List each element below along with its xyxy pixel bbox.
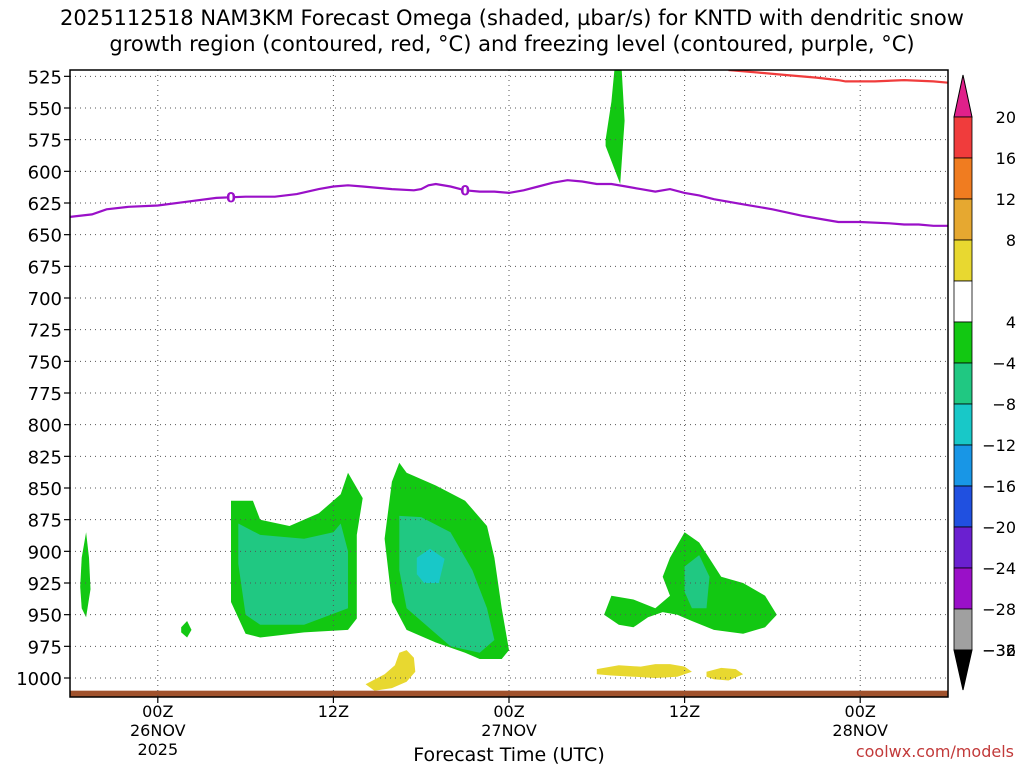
colorbar-label: 8 bbox=[1006, 231, 1016, 250]
y-tick-label: 525 bbox=[28, 67, 62, 88]
grid-layer bbox=[70, 70, 948, 697]
ground-surface bbox=[70, 690, 948, 697]
x-tick-label: 2025 bbox=[137, 740, 178, 759]
colorbar-label: −32 bbox=[982, 641, 1016, 660]
colorbar-label: 4 bbox=[1006, 313, 1016, 332]
colorbar-band bbox=[953, 239, 973, 282]
y-tick-label: 650 bbox=[28, 226, 62, 247]
colorbar-band bbox=[953, 526, 973, 569]
y-tick-label: 800 bbox=[28, 416, 62, 437]
omega-region-6 bbox=[684, 555, 710, 609]
y-tick-label: 950 bbox=[28, 606, 62, 627]
omega-region-1 bbox=[238, 523, 348, 625]
colorbar-band bbox=[953, 116, 973, 159]
y-tick-label: 775 bbox=[28, 384, 62, 405]
y-tick-label: 700 bbox=[28, 289, 62, 310]
omega-region-12 bbox=[706, 667, 744, 681]
colorbar-label: 12 bbox=[996, 190, 1016, 209]
colorbar-label: −28 bbox=[982, 600, 1016, 619]
plot-frame bbox=[69, 69, 949, 698]
omega-region-10 bbox=[365, 650, 416, 691]
y-tick-label: 725 bbox=[28, 321, 62, 342]
colorbar-label: 16 bbox=[996, 149, 1016, 168]
colorbar-top-arrow bbox=[953, 74, 973, 118]
colorbar-band bbox=[953, 280, 973, 323]
y-tick-label: 600 bbox=[28, 162, 62, 183]
x-tick-label: 28NOV bbox=[832, 721, 888, 740]
colorbar-band bbox=[953, 485, 973, 528]
colorbar-label: 20 bbox=[996, 108, 1016, 127]
colorbar-label: −36 bbox=[982, 641, 1016, 660]
x-tick-label: 12Z bbox=[669, 702, 700, 721]
omega-region-7 bbox=[605, 70, 625, 184]
freezing-level-label: 0 bbox=[460, 183, 470, 199]
colorbar-band bbox=[953, 403, 973, 446]
y-tick-label: 575 bbox=[28, 131, 62, 152]
omega-region-3 bbox=[399, 515, 495, 653]
omega-region-9 bbox=[181, 621, 192, 638]
x-tick-label: 00Z bbox=[493, 702, 524, 721]
y-tick-label: 975 bbox=[28, 637, 62, 658]
y-tick-label: 1000 bbox=[16, 669, 62, 690]
colorbar-band bbox=[953, 362, 973, 405]
colorbar-band bbox=[953, 157, 973, 200]
chart-title-line-1: 2025112518 NAM3KM Forecast Omega (shaded… bbox=[60, 6, 964, 30]
x-axis-label: Forecast Time (UTC) bbox=[413, 744, 605, 766]
colorbar-label: −16 bbox=[982, 477, 1016, 496]
x-tick-label: 00Z bbox=[845, 702, 876, 721]
x-tick-label: 00Z bbox=[142, 702, 173, 721]
omega-region-8 bbox=[80, 532, 91, 618]
colorbar-label: −20 bbox=[982, 518, 1016, 537]
x-tick-label: 26NOV bbox=[130, 721, 186, 740]
y-tick-label: 625 bbox=[28, 194, 62, 215]
y-tick-label: 825 bbox=[28, 447, 62, 468]
colorbar: 20 16 12 8 4 −4 −8 −12 −16 −20 −24 −28 −32−36 bbox=[953, 74, 1016, 691]
y-tick-label: 675 bbox=[28, 257, 62, 278]
dgz-contour bbox=[728, 70, 948, 84]
freezing-level-contour bbox=[70, 179, 948, 227]
x-tick-label: 27NOV bbox=[481, 721, 537, 740]
omega-shading-layer bbox=[70, 70, 948, 697]
omega-region-11 bbox=[596, 664, 692, 678]
y-tick-label: 925 bbox=[28, 574, 62, 595]
colorbar-band bbox=[953, 444, 973, 487]
colorbar-band bbox=[953, 321, 973, 364]
y-tick-label: 900 bbox=[28, 542, 62, 563]
credit-text: coolwx.com/models bbox=[855, 742, 1014, 761]
freezing-level-label: 0 bbox=[226, 190, 236, 206]
chart-title-line-2: growth region (contoured, red, °C) and f… bbox=[109, 32, 915, 56]
colorbar-band bbox=[953, 567, 973, 610]
colorbar-band bbox=[953, 198, 973, 241]
y-tick-label: 750 bbox=[28, 352, 62, 373]
colorbar-label: −12 bbox=[982, 436, 1016, 455]
colorbar-label: −4 bbox=[992, 354, 1016, 373]
colorbar-band bbox=[953, 608, 973, 651]
axes-layer: 525 550 575 600 625 650 675 700 725 750 775 800 825 8… bbox=[16, 67, 949, 759]
colorbar-label: −8 bbox=[992, 395, 1016, 414]
y-tick-label: 550 bbox=[28, 99, 62, 120]
colorbar-label: −24 bbox=[982, 559, 1016, 578]
omega-region-4 bbox=[416, 548, 445, 583]
x-tick-label: 12Z bbox=[318, 702, 349, 721]
y-tick-label: 850 bbox=[28, 479, 62, 500]
y-tick-label: 875 bbox=[28, 511, 62, 532]
colorbar-bottom-arrow bbox=[953, 649, 973, 691]
